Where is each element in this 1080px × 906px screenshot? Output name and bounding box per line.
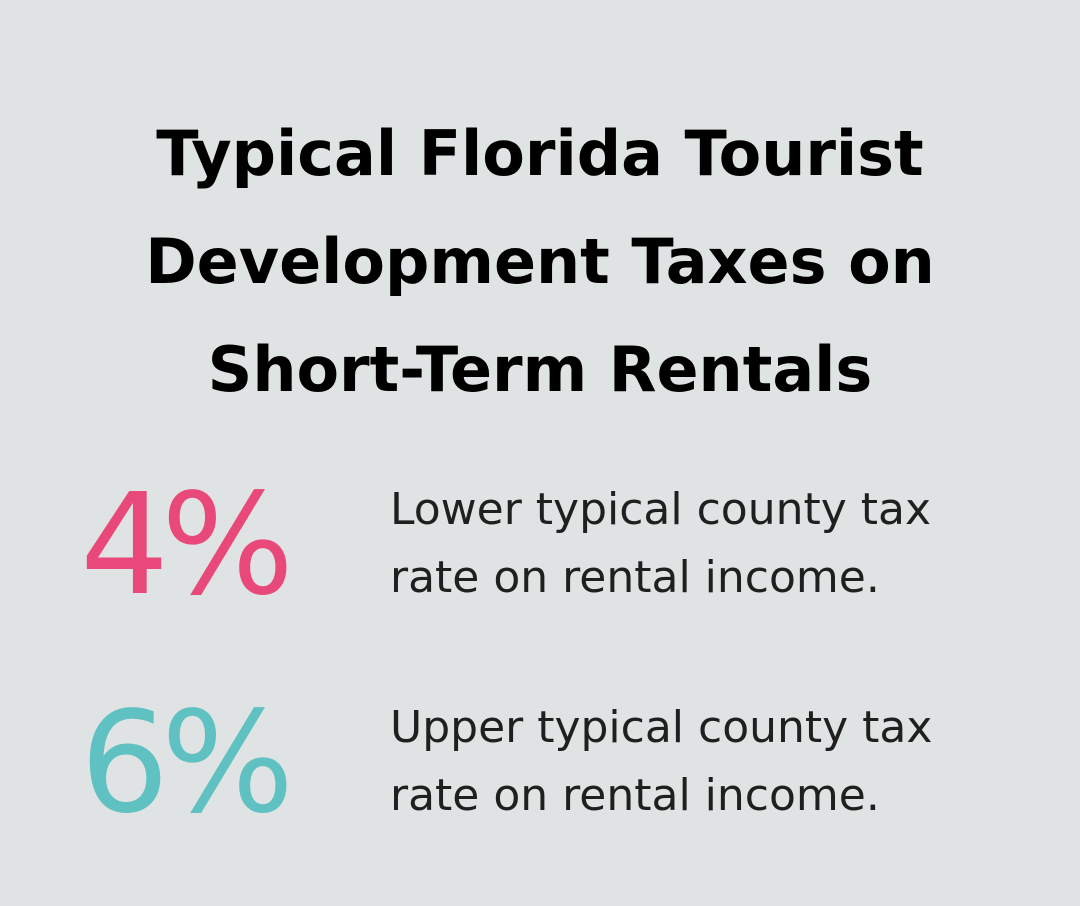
page-title: Typical Florida Tourist Development Taxe… (145, 117, 935, 406)
stat-upper-rate: 6% Upper typical county tax rate on rent… (0, 684, 1080, 844)
stat-lower-rate: 4% Lower typical county tax rate on rent… (0, 466, 1080, 626)
stat-description: Lower typical county tax rate on rental … (390, 484, 932, 603)
stat-value: 4% (80, 464, 294, 627)
stat-value: 6% (80, 682, 294, 845)
stat-description: Upper typical county tax rate on rental … (390, 702, 933, 821)
